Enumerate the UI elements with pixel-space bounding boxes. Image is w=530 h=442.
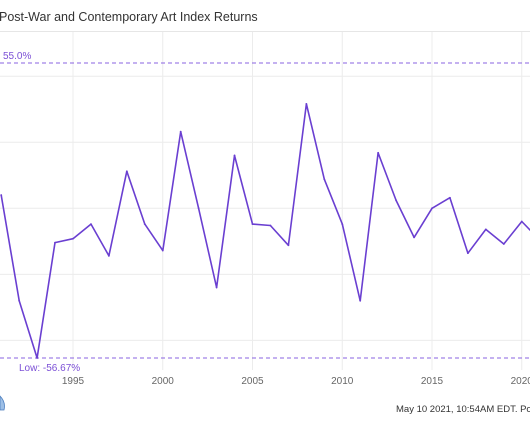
data-point-2017 bbox=[467, 252, 469, 255]
data-point-1992 bbox=[18, 299, 21, 302]
x-tick-label-3: 2010 bbox=[331, 376, 354, 387]
data-point-1999 bbox=[143, 223, 146, 226]
grid bbox=[0, 32, 530, 370]
footer-text: May 10 2021, 10:54AM EDT. Powered b bbox=[396, 404, 530, 415]
data-point-1996 bbox=[90, 223, 92, 226]
data-point-2001 bbox=[179, 130, 182, 133]
x-tick-label-4: 2015 bbox=[421, 376, 444, 387]
data-point-2018 bbox=[484, 228, 487, 231]
chart-title: Post-War and Contemporary Art Index Retu… bbox=[0, 10, 258, 24]
logo-icon bbox=[0, 395, 5, 411]
data-point-2006 bbox=[269, 224, 272, 227]
x-tick-label-2: 2005 bbox=[241, 376, 264, 387]
data-point-2016 bbox=[449, 196, 451, 199]
data-point-2002 bbox=[197, 207, 200, 210]
data-point-2004 bbox=[233, 154, 236, 157]
data-point-2019 bbox=[502, 243, 505, 245]
data-point-2015 bbox=[431, 207, 433, 210]
data-point-2012 bbox=[377, 151, 380, 154]
data-point-2014 bbox=[413, 236, 415, 239]
series-group bbox=[0, 103, 530, 359]
data-point-2010 bbox=[341, 223, 344, 226]
data-point-2011 bbox=[359, 299, 362, 302]
data-point-1993 bbox=[36, 357, 38, 359]
data-point-1995 bbox=[72, 237, 74, 240]
x-tick-label-5: 2020 bbox=[511, 376, 530, 387]
data-point-1994 bbox=[54, 241, 56, 244]
x-axis: 1995 2000 2005 2010 2015 2020 bbox=[62, 376, 530, 387]
data-point-2000 bbox=[161, 249, 164, 252]
data-point-2003 bbox=[215, 286, 218, 289]
data-point-2008 bbox=[305, 103, 308, 105]
data-point-2005 bbox=[251, 223, 254, 226]
data-point-1998 bbox=[125, 170, 128, 173]
reference-label-1: Low: -56.67% bbox=[19, 363, 80, 374]
data-point-1991 bbox=[0, 194, 3, 196]
reference-label-0: 55.0% bbox=[3, 51, 31, 62]
data-point-2007 bbox=[287, 244, 290, 247]
data-point-2013 bbox=[395, 199, 397, 202]
x-tick-label-0: 1995 bbox=[62, 376, 85, 387]
data-point-2020 bbox=[520, 220, 523, 223]
data-point-2009 bbox=[323, 178, 326, 181]
x-tick-label-1: 2000 bbox=[152, 376, 175, 387]
reference-lines: 55.0% Low: -56.67% bbox=[0, 51, 530, 374]
data-point-1997 bbox=[108, 254, 110, 257]
